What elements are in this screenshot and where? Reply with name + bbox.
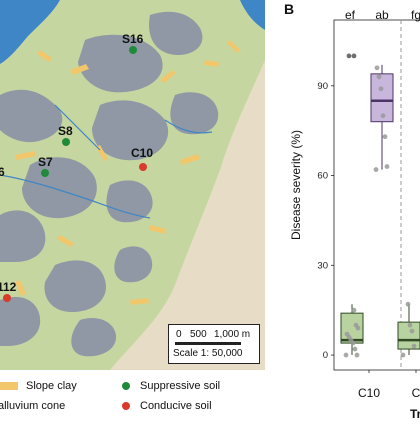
significance-letter-ef: ef [345, 8, 356, 22]
map-panel: S16 S8 S7 C10 6 112 0 500 1,000 m Scale … [0, 0, 265, 370]
data-point-outliers-0 [346, 53, 352, 59]
site-marker-s8[interactable] [62, 138, 70, 146]
conducive-dot-icon [122, 402, 130, 410]
legend-slope-clay: Slope clay [0, 380, 77, 392]
significance-letter-ab: ab [375, 8, 389, 22]
site-marker-c10[interactable] [139, 163, 147, 171]
data-point-green-2 [352, 346, 358, 352]
data-point-green-3 [407, 322, 413, 328]
data-point-purple-0 [373, 167, 379, 172]
box-purple-c10 [370, 73, 394, 123]
disease-severity-chart: B Disease severity (%) Tr 0 30 60 90 C10 Cef a… [284, 1, 420, 421]
slope-clay-swatch [0, 382, 18, 390]
map-river [240, 0, 265, 30]
data-point-green-1 [354, 352, 360, 358]
data-point-outliers-1 [351, 53, 357, 59]
y-axis-title: Disease severity (%) [289, 130, 303, 240]
scale-ratio: Scale 1: 50,000 [173, 348, 243, 359]
site-marker-s16[interactable] [129, 46, 137, 54]
scale-tick-1000: 1,000 m [214, 329, 251, 340]
site-marker-112[interactable] [3, 294, 11, 302]
data-point-purple-6 [374, 65, 380, 71]
data-point-green-8 [353, 322, 359, 328]
map-streams [0, 104, 213, 219]
significance-letter-fg: fg [411, 8, 420, 22]
map-water-area [0, 0, 60, 64]
data-point-purple-4 [378, 86, 384, 92]
legend-label-suppressive: Suppressive soil [140, 380, 221, 392]
scale-ticks: 0 500 1,000 m [173, 329, 257, 341]
y-tick-label-30: 30 [317, 260, 328, 271]
data-point-green-4 [405, 301, 411, 307]
legend-label-slope-clay: Slope clay [26, 380, 77, 392]
suppressive-dot-icon [122, 382, 130, 390]
site-label-s16: S16 [122, 32, 144, 46]
site-label-s7: S7 [38, 155, 53, 169]
data-point-purple-1 [384, 164, 390, 169]
site-marker-s7[interactable] [41, 169, 49, 177]
site-label-s8: S8 [58, 124, 73, 138]
map-terrace-area [110, 60, 265, 370]
panel-letter-b: B [284, 1, 294, 17]
x-category-label-c: C [412, 386, 420, 400]
legend-suppressive-soil: Suppressive soil [122, 380, 220, 392]
box-green-c [397, 321, 420, 350]
legend-label-alluvium: alluvium cone [0, 400, 66, 412]
site-label-6: 6 [0, 165, 5, 179]
data-point-purple-5 [376, 74, 382, 80]
legend-conducive-soil: Conducive soil [122, 400, 212, 412]
legend-label-conducive: Conducive soil [140, 400, 212, 412]
chart-plot-area: 0 30 60 90 C10 Cef ab fg [317, 8, 420, 400]
map-upland-areas [0, 11, 219, 357]
soil-map: S16 S8 S7 C10 6 112 [0, 0, 265, 370]
map-legend: Slope clay Suppressive soil alluvium con… [0, 372, 265, 420]
map-scale-box: 0 500 1,000 m Scale 1: 50,000 [168, 324, 260, 364]
x-axis-title-partial: Tr [410, 407, 420, 420]
data-point-green-2 [409, 328, 415, 334]
y-tick-label-90: 90 [317, 81, 328, 92]
map-slope-clay-patches [15, 40, 240, 305]
data-point-purple-3 [380, 113, 386, 119]
data-point-green-1 [411, 343, 417, 349]
data-point-purple-2 [382, 134, 388, 140]
y-tick-label-0: 0 [323, 350, 328, 361]
data-point-green-9 [351, 307, 357, 313]
site-label-112: 112 [0, 280, 17, 294]
data-point-green-6 [344, 331, 350, 337]
plot-frame [333, 19, 420, 371]
data-point-green-0 [343, 352, 349, 358]
scale-tick-500: 500 [190, 329, 207, 340]
x-category-label-c10: C10 [358, 386, 380, 400]
site-label-c10: C10 [131, 146, 153, 160]
legend-alluvium-cone: alluvium cone [0, 400, 65, 412]
scale-bar [175, 342, 241, 345]
y-tick-label-60: 60 [317, 171, 328, 182]
scale-tick-0: 0 [176, 329, 182, 340]
data-point-green-0 [400, 352, 406, 358]
